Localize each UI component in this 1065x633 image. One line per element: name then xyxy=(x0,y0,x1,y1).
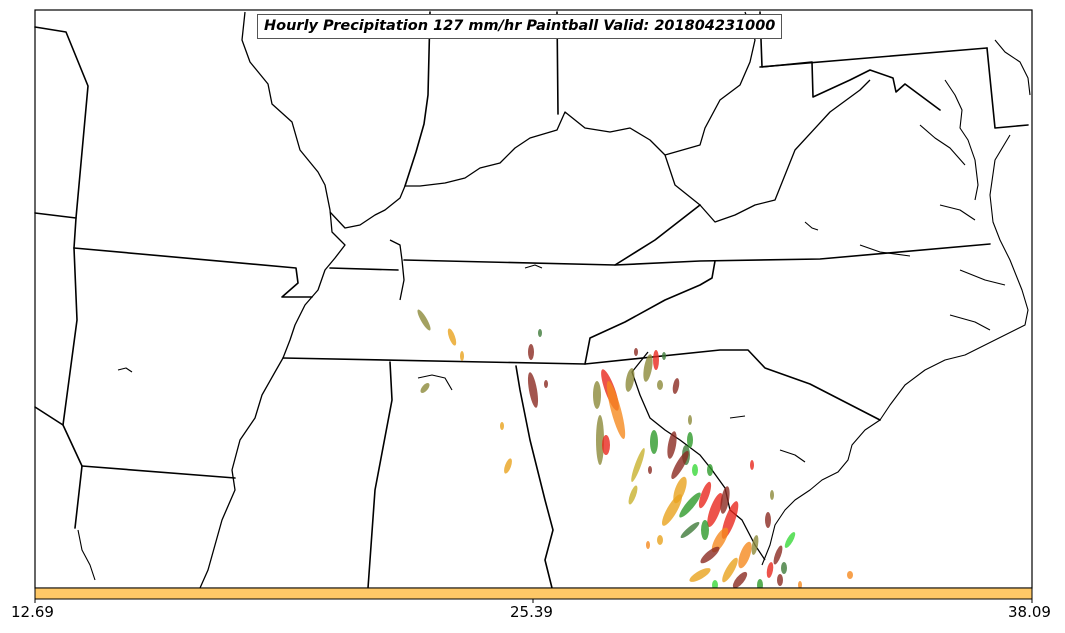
map-frame xyxy=(34,9,1033,589)
colorbar-tick-label-max: 38.09 xyxy=(1008,603,1051,621)
precip-paintball xyxy=(707,492,723,528)
precip-paintball xyxy=(688,415,692,425)
precip-paintball xyxy=(417,309,431,331)
precip-paintball xyxy=(657,535,663,545)
precip-paintball xyxy=(606,380,626,440)
precip-paintball xyxy=(720,486,730,514)
precip-paintball xyxy=(593,381,601,409)
precip-paintball xyxy=(628,485,638,505)
precip-paintball xyxy=(698,481,712,509)
precip-paintball xyxy=(711,527,729,553)
precip-paintball xyxy=(784,532,796,548)
river-boundaries xyxy=(199,11,871,589)
precip-paintball xyxy=(701,520,709,540)
precip-paintball xyxy=(657,380,663,390)
precip-paintball xyxy=(679,492,701,518)
colorbar xyxy=(34,587,1033,600)
precip-paintball xyxy=(687,432,693,448)
precip-paintball xyxy=(680,521,700,539)
precip-paintball xyxy=(777,574,783,586)
precip-paintball xyxy=(527,372,539,408)
colorbar-tick-label-mid: 25.39 xyxy=(510,603,553,621)
precip-paintball xyxy=(648,466,652,474)
precip-paintball xyxy=(700,546,720,564)
precip-paintball xyxy=(634,348,638,356)
precip-paintball xyxy=(751,535,759,555)
precip-paintball xyxy=(500,422,504,430)
precip-paintball xyxy=(538,329,542,337)
precip-paintball xyxy=(544,380,548,388)
coastline xyxy=(77,39,1031,581)
precip-paintball xyxy=(692,464,698,476)
precip-paintball xyxy=(738,541,752,569)
precip-paintball xyxy=(447,328,457,346)
precip-paintball xyxy=(667,431,677,459)
precip-paintball xyxy=(653,350,659,370)
precip-paintball xyxy=(650,430,658,454)
map-title: Hourly Precipitation 127 mm/hr Paintball… xyxy=(257,14,783,39)
precip-paintball xyxy=(596,415,604,465)
precip-paintball xyxy=(625,368,635,392)
state-boundaries xyxy=(34,11,1029,589)
precip-paintball xyxy=(781,562,787,574)
precip-paintball xyxy=(766,562,774,578)
precip-paintball xyxy=(643,354,653,382)
precip-paintball xyxy=(672,378,680,394)
precip-paintball xyxy=(460,351,464,361)
precip-paintball xyxy=(750,460,754,470)
precip-paintball xyxy=(671,451,689,479)
precip-paintball xyxy=(732,571,748,589)
precip-paintball xyxy=(602,435,610,455)
precip-paintball xyxy=(773,545,783,565)
precip-paintball xyxy=(420,383,430,393)
precip-paintball xyxy=(770,490,774,500)
paintball-layer xyxy=(417,309,853,591)
precip-paintball xyxy=(722,557,738,583)
precip-paintball xyxy=(847,571,853,579)
precip-paintball xyxy=(631,448,645,482)
precip-paintball xyxy=(689,568,711,582)
precip-paintball xyxy=(662,352,666,360)
precip-paintball xyxy=(798,581,802,589)
precip-paintball xyxy=(707,464,713,476)
precip-paintball xyxy=(662,494,682,526)
precip-paintball xyxy=(646,541,650,549)
colorbar-tick-label-min: 12.69 xyxy=(11,603,54,621)
precip-paintball xyxy=(765,512,771,528)
precip-paintball xyxy=(504,458,512,474)
precip-paintball xyxy=(528,344,534,360)
